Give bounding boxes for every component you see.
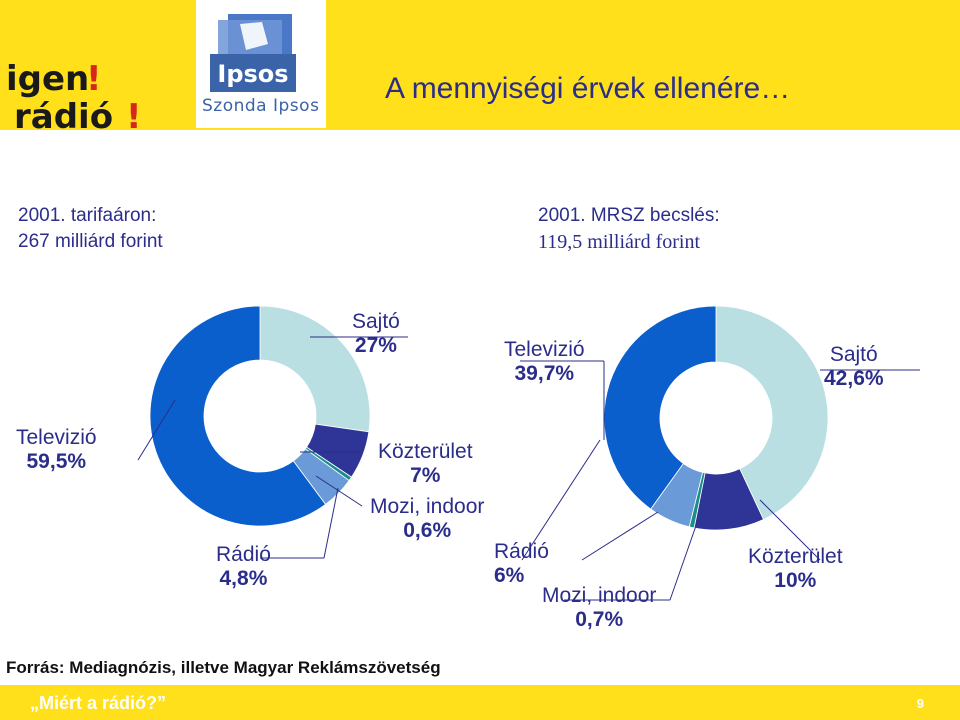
right-chart-title: 2001. MRSZ becslés: (538, 205, 720, 226)
left-label-mozi-value: 0,6% (403, 519, 452, 542)
left-label-radio-name: Rádió (216, 543, 271, 566)
leader-line (323, 487, 339, 559)
left-label-televizio-name: Televizió (16, 426, 97, 449)
left-label-radio: Rádió 4,8% (216, 543, 271, 591)
right-label-televizio-value: 39,7% (514, 362, 575, 385)
right-chart-subtitle: 119,5 milliárd forint (538, 231, 701, 253)
right-label-sajto-value: 42,6% (824, 367, 884, 390)
left-label-mozi-name: Mozi, indoor (370, 495, 485, 518)
right-label-kozterulet: Közterület 10% (748, 545, 843, 593)
leader-line (137, 399, 176, 461)
page-number: 9 (916, 696, 924, 711)
page-title: A mennyiségi érvek ellenére… (385, 72, 791, 105)
left-label-sajto: Sajtó 27% (352, 310, 400, 358)
right-label-mozi-name: Mozi, indoor (542, 584, 657, 607)
right-label-televizio-name: Televizió (504, 338, 585, 361)
right-donut-chart (603, 305, 829, 531)
slice-televizio (603, 305, 717, 510)
right-label-sajto: Sajtó 42,6% (824, 343, 884, 391)
left-label-kozterulet-name: Közterület (378, 440, 473, 463)
igen-radio-logo: igen ! rádió ! (6, 59, 142, 132)
left-label-sajto-value: 27% (354, 334, 397, 357)
right-label-kozterulet-value: 10% (774, 569, 817, 592)
slice-sajto (715, 305, 829, 520)
right-label-televizio: Televizió 39,7% (504, 338, 585, 386)
left-label-radio-value: 4,8% (219, 567, 268, 590)
svg-text:rádió: rádió (14, 97, 113, 132)
svg-text:Ipsos: Ipsos (217, 60, 288, 88)
left-label-televizio-value: 59,5% (26, 450, 87, 473)
svg-text:igen: igen (6, 59, 89, 99)
left-label-mozi: Mozi, indoor 0,6% (370, 495, 484, 543)
ipsos-logo-box: Ipsos Szonda Ipsos (196, 0, 326, 128)
left-chart-title: 2001. tarifaáron: (18, 205, 157, 226)
right-label-mozi: Mozi, indoor 0,7% (542, 584, 656, 632)
left-donut-chart (149, 305, 371, 527)
left-chart-header: 2001. tarifaáron: 267 milliárd forint (18, 203, 163, 255)
left-label-kozterulet-value: 7% (410, 464, 441, 487)
svg-text:!: ! (86, 59, 102, 99)
right-label-radio: Rádió 6% (494, 540, 549, 588)
right-label-radio-value: 6% (494, 564, 525, 587)
right-label-kozterulet-name: Közterület (748, 545, 843, 568)
label-leader-lines (137, 336, 920, 601)
leader-line (759, 499, 821, 561)
source-note: Forrás: Mediagnózis, illetve Magyar Rekl… (6, 658, 441, 677)
header-bar: igen ! rádió ! Ipsos Szonda Ipsos A menn… (0, 0, 960, 132)
footer-bar: „Miért a rádió?” 9 (0, 685, 960, 720)
left-label-sajto-name: Sajtó (352, 310, 400, 333)
slice-televizio (149, 305, 327, 527)
right-label-radio-name: Rádió (494, 540, 549, 563)
leader-line (581, 511, 659, 561)
ipsos-logo: Ipsos (210, 14, 296, 92)
right-chart-header: 2001. MRSZ becslés: 119,5 milliárd forin… (538, 203, 720, 255)
slice-sajto (259, 305, 371, 433)
left-label-televizio: Televizió 59,5% (16, 426, 97, 474)
left-label-kozterulet: Közterület 7% (378, 440, 473, 488)
right-label-sajto-name: Sajtó (829, 343, 878, 366)
leader-line (669, 519, 699, 601)
footer-nav-link[interactable]: „Miért a rádió?” (30, 693, 167, 713)
leader-line (315, 475, 363, 507)
right-label-mozi-value: 0,7% (575, 608, 624, 631)
left-chart-subtitle: 267 milliárd forint (18, 231, 163, 252)
svg-text:!: ! (126, 97, 142, 132)
leader-line (521, 439, 601, 561)
ipsos-tagline: Szonda Ipsos (202, 96, 320, 116)
